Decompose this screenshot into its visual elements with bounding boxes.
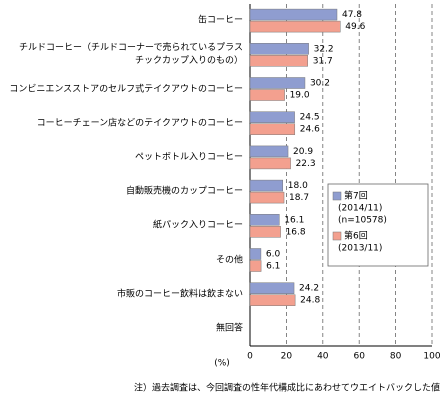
value-label: 6.0 bbox=[266, 250, 281, 260]
bar bbox=[249, 157, 291, 170]
value-label: 32.2 bbox=[314, 44, 334, 54]
bar bbox=[249, 282, 295, 294]
x-tick-label: 100 bbox=[423, 352, 440, 362]
value-label: 20.9 bbox=[293, 147, 313, 157]
value-label: 16.1 bbox=[284, 215, 304, 225]
bar bbox=[249, 179, 284, 192]
value-label: 22.3 bbox=[296, 159, 316, 169]
value-label: 24.2 bbox=[299, 284, 319, 294]
value-label: 6.1 bbox=[266, 262, 280, 272]
legend-label: (2013/11) bbox=[338, 244, 382, 254]
y-tick-label: コンビニエンスストアのセルフ式テイクアウトのコーヒー bbox=[9, 84, 243, 94]
x-tick-label: 60 bbox=[353, 352, 365, 362]
bar bbox=[249, 43, 309, 55]
bar bbox=[249, 294, 296, 306]
note: 注）過去調査は、今回調査の性年代構成比にあわせてウエイトバックした値 bbox=[134, 382, 440, 394]
value-label: 49.6 bbox=[345, 22, 365, 32]
x-tick-label: 80 bbox=[390, 352, 402, 362]
legend-swatch bbox=[332, 231, 342, 241]
bar bbox=[249, 226, 281, 238]
y-tick-label: 市販のコーヒー飲料は飲まない bbox=[116, 289, 243, 300]
bar bbox=[249, 145, 289, 158]
legend-label: 第7回 bbox=[344, 190, 368, 202]
value-label: 24.8 bbox=[300, 296, 320, 306]
bar bbox=[249, 191, 285, 204]
x-tick-label: 40 bbox=[317, 352, 329, 362]
bar bbox=[249, 8, 338, 21]
bar bbox=[249, 260, 262, 272]
value-label: 47.8 bbox=[342, 10, 362, 20]
y-tick-label: ペットボトル入りコーヒー bbox=[134, 152, 243, 163]
value-label: 24.6 bbox=[300, 125, 320, 135]
value-label: 19.0 bbox=[290, 91, 310, 101]
bar bbox=[249, 214, 280, 226]
value-label: 30.2 bbox=[310, 79, 330, 89]
value-label: 24.5 bbox=[300, 113, 320, 123]
y-tick-label: コーヒーチェーン店などのテイクアウトのコーヒー bbox=[36, 118, 243, 129]
x-tick-label: 20 bbox=[281, 352, 293, 362]
x-axis-label: (%) bbox=[214, 359, 230, 369]
value-label: 18.0 bbox=[288, 181, 308, 191]
value-label: 18.7 bbox=[289, 193, 309, 203]
y-tick-label: その他 bbox=[215, 255, 243, 265]
legend-label: 第6回 bbox=[344, 230, 368, 242]
bar bbox=[249, 77, 306, 89]
x-tick-label: 0 bbox=[247, 352, 253, 362]
legend-swatch bbox=[332, 191, 342, 201]
legend-label: (2014/11) bbox=[338, 204, 382, 214]
value-label: 31.7 bbox=[313, 56, 333, 66]
y-tick-label: 缶コーヒー bbox=[197, 15, 243, 26]
legend-box bbox=[327, 183, 429, 267]
legend-label: (n=10578) bbox=[338, 216, 387, 226]
bar bbox=[249, 123, 296, 135]
y-tick-label: 自動販売機のカップコーヒー bbox=[125, 186, 243, 197]
value-label: 16.8 bbox=[286, 227, 306, 237]
bar bbox=[249, 248, 262, 260]
bar bbox=[249, 55, 308, 67]
y-tick-label: 紙パック入りコーヒー bbox=[152, 220, 243, 231]
bar bbox=[249, 111, 295, 123]
bar bbox=[249, 89, 285, 101]
y-tick-label: チルドコーヒー（チルドコーナーで売られているプラス チックカップ入りのもの） bbox=[18, 43, 243, 67]
y-tick-label: 無回答 bbox=[215, 323, 243, 334]
bar bbox=[249, 20, 341, 33]
